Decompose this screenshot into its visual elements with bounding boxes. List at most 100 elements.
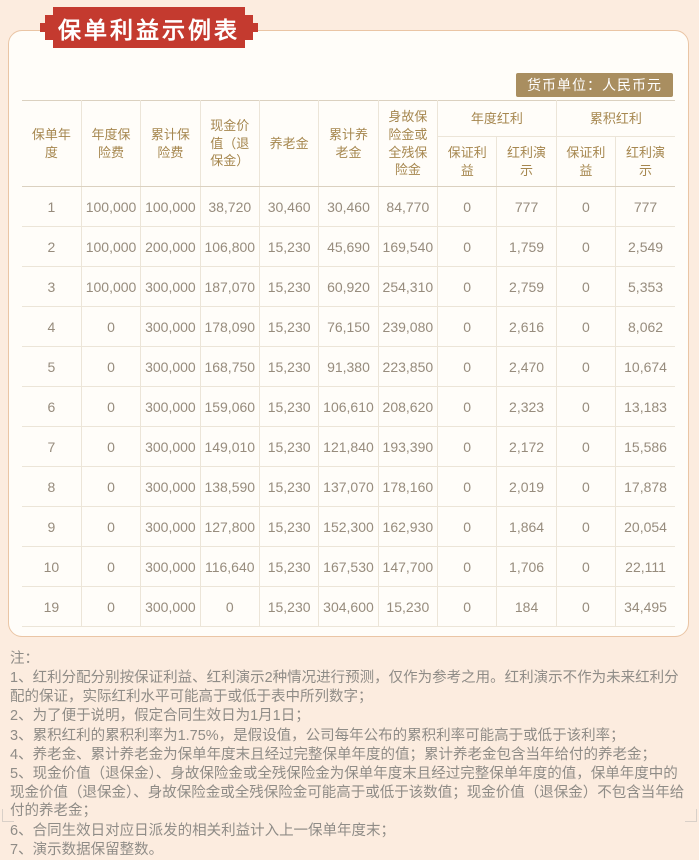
table-cell: 1,706 [496,546,557,587]
table-cell: 0 [556,266,617,307]
table-cell: 15,230 [259,546,320,587]
table-cell: 162,930 [378,506,439,547]
table-row: 1 100,000 100,000 38,720 30,460 30,460 84,770 0… [22,186,675,227]
table-cell: 15,230 [259,226,320,267]
table-cell: 138,590 [200,466,260,507]
table-cell: 2,616 [496,306,557,347]
table-cell: 300,000 [140,266,201,307]
table-cell: 149,010 [200,426,260,467]
table-cell: 0 [437,386,498,427]
table-cell: 15,230 [259,306,320,347]
table-cell: 0 [81,506,142,547]
table-cell: 2,019 [496,466,557,507]
subcol-accumulated-demonstrated: 红利演示 [615,136,675,187]
table-cell: 15,230 [259,266,320,307]
table-cell: 0 [437,426,498,467]
table-cell: 100,000 [81,186,142,227]
table-cell: 0 [437,186,498,227]
table-cell: 22,111 [615,546,675,587]
table-cell: 8 [22,466,82,507]
table-row: 6 0 300,000 159,060 15,230 106,610 208,620 0 2,3… [22,386,675,427]
table-cell: 254,310 [378,266,439,307]
group-header-annual-dividend: 年度红利 [437,100,557,137]
table-row: 4 0 300,000 178,090 15,230 76,150 239,080 0 2,61… [22,306,675,347]
table-cell: 300,000 [140,426,201,467]
table-cell: 0 [556,586,617,627]
table-cell: 10 [22,546,82,587]
note-item-3: 3、累积红利的累积利率为1.75%，是假设值，公司每年公布的累积利率可能高于或低… [10,727,625,744]
table-cell: 30,460 [318,186,379,227]
table-cell: 0 [437,266,498,307]
table-cell: 106,610 [318,386,379,427]
note-item-2: 2、为了便于说明，假定合同生效日为1月1日； [10,708,310,725]
table-cell: 2,470 [496,346,557,387]
table-cell: 0 [81,466,142,507]
subcol-annual-demonstrated: 红利演示 [496,136,557,187]
note-item-6: 6、合同生效日对应日派发的相关利益计入上一保单年度末； [10,822,396,839]
table-cell: 0 [81,386,142,427]
table-cell: 178,090 [200,306,260,347]
table-row: 8 0 300,000 138,590 15,230 137,070 178,160 0 2,0… [22,466,675,507]
table-cell: 0 [556,306,617,347]
col-header-cumulative-pension: 累计养老金 [318,100,379,187]
subcol-accumulated-guaranteed: 保证利益 [556,136,617,187]
table-cell: 106,800 [200,226,260,267]
table-cell: 45,690 [318,226,379,267]
note-item-5: 5、现金价值（退保金）、身故保险金或全残保险金为保单年度末且经过完整保单年度的值… [10,766,685,820]
table-cell: 0 [437,306,498,347]
note-item-7: 7、演示数据保留整数。 [10,842,164,859]
table-cell: 0 [437,506,498,547]
table-cell: 187,070 [200,266,260,307]
table-cell: 2,759 [496,266,557,307]
table-cell: 0 [437,226,498,267]
table-cell: 0 [81,586,142,627]
table-cell: 300,000 [140,306,201,347]
table-cell: 121,840 [318,426,379,467]
table-cell: 0 [437,546,498,587]
table-cell: 7 [22,426,82,467]
table-cell: 184 [496,586,557,627]
table-cell: 15,230 [259,426,320,467]
table-cell: 15,230 [259,506,320,547]
table-cell: 0 [437,586,498,627]
table-cell: 0 [81,426,142,467]
subcol-annual-guaranteed: 保证利益 [437,136,498,187]
header-row-subcolumns: 保证利益 红利演示 保证利益 红利演示 [22,136,675,187]
col-header-death-benefit: 身故保险金或全残保险金 [378,100,439,187]
table-cell: 38,720 [200,186,260,227]
col-header-cash-value: 现金价值（退保金） [200,100,260,187]
col-header-policy-year: 保单年度 [22,100,82,187]
benefit-illustration-table: 保单年度 年度保险费 累计保险费 现金价值（退保金） 养老金 累计养老金 身故保… [22,100,675,627]
table-cell: 0 [556,506,617,547]
table-cell: 19 [22,586,82,627]
table-body: 1 100,000 100,000 38,720 30,460 30,460 84,770 0… [22,186,675,627]
page-title-text: 保单利益示例表 [58,16,240,43]
table-cell: 15,586 [615,426,675,467]
table-cell: 0 [437,466,498,507]
table-row: 2 100,000 200,000 106,800 15,230 45,690 169,54… [22,226,675,267]
table-row: 19 0 300,000 0 15,230 304,600 15,230 0 184 0 34,49… [22,586,675,627]
table-cell: 2 [22,226,82,267]
table-cell: 239,080 [378,306,439,347]
table-cell: 0 [556,466,617,507]
table-cell: 76,150 [318,306,379,347]
table-cell: 0 [200,586,260,627]
note-item-1: 1、红利分配分别按保证利益、红利演示2种情况进行预测，仅作为参考之用。红利演示不… [10,670,679,705]
table-cell: 137,070 [318,466,379,507]
table-row: 9 0 300,000 127,800 15,230 152,300 162,930 0 1,8… [22,506,675,547]
table-cell: 168,750 [200,346,260,387]
table-cell: 2,549 [615,226,675,267]
table-cell: 300,000 [140,586,201,627]
notes-label: 注： [10,651,39,667]
table-cell: 0 [556,386,617,427]
table-cell: 300,000 [140,506,201,547]
table-cell: 0 [556,186,617,227]
table-cell: 100,000 [81,266,142,307]
table-cell: 152,300 [318,506,379,547]
table-cell: 100,000 [140,186,201,227]
col-header-cumulative-premium: 累计保险费 [140,100,201,187]
table-cell: 300,000 [140,386,201,427]
table-cell: 84,770 [378,186,439,227]
table-cell: 15,230 [259,466,320,507]
table-cell: 91,380 [318,346,379,387]
